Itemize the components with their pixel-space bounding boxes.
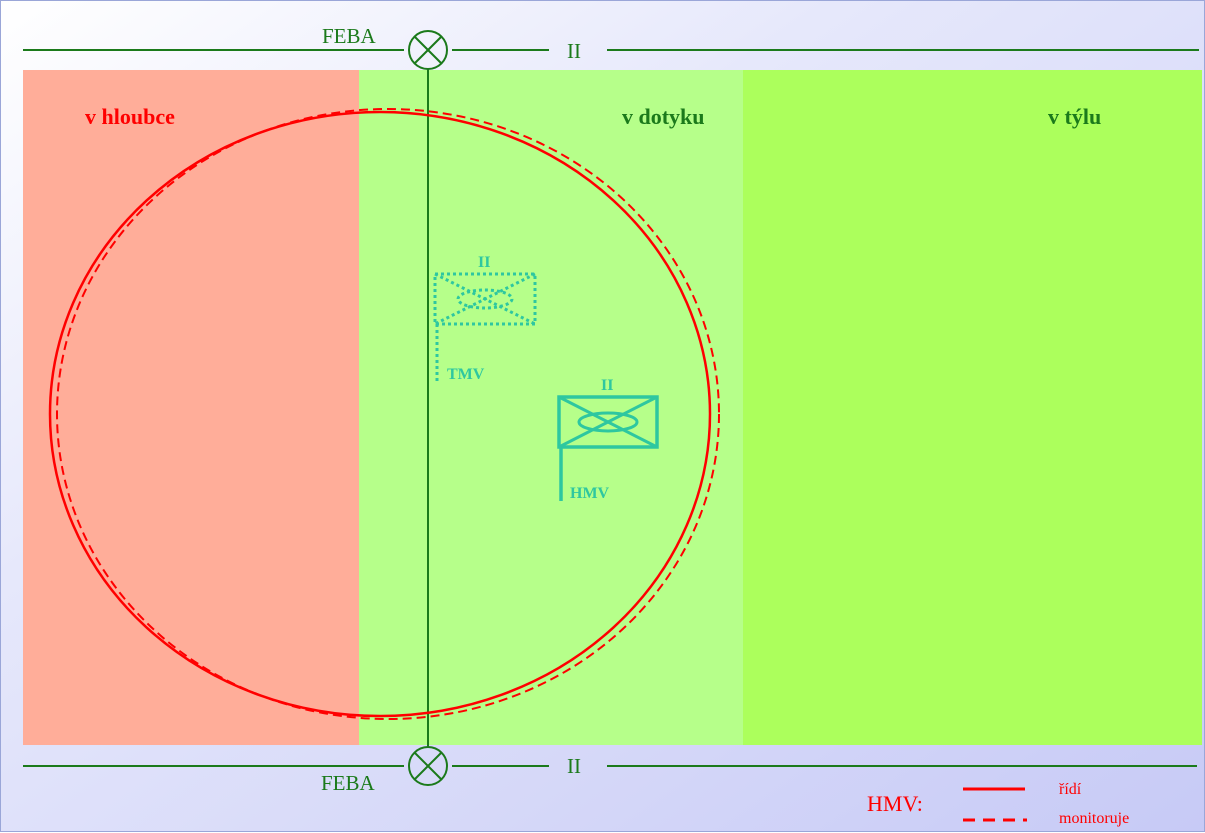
hmv-unit-symbol [557, 395, 659, 501]
top-echelon-label: II [567, 39, 581, 63]
hmv-echelon-label: II [601, 377, 613, 394]
zone-deep-label: v hloubce [85, 104, 175, 129]
top-feba-label: FEBA [322, 24, 377, 48]
legend-title: HMV: [867, 791, 923, 816]
bottom-feba-label: FEBA [321, 771, 376, 795]
zone-rear [743, 70, 1202, 745]
bottom-boundary-point-icon [408, 746, 448, 786]
zone-contact-label: v dotyku [622, 104, 705, 129]
zone-deep [23, 70, 359, 745]
bottom-echelon-label: II [567, 754, 581, 778]
legend-dashed-label: monitoruje [1059, 810, 1129, 827]
tmv-unit-symbol [433, 272, 537, 381]
hmv-unit-label: HMV [570, 485, 610, 502]
monitoring-area-circle [56, 108, 720, 720]
control-area-circle [48, 110, 712, 718]
zone-rear-label: v týlu [1048, 104, 1101, 129]
legend: HMV: řídí monitoruje [867, 781, 1129, 827]
tmv-unit-label: TMV [447, 366, 485, 383]
top-boundary-point-icon [408, 30, 448, 70]
tmv-echelon-label: II [478, 254, 490, 271]
zone-contact [359, 70, 743, 745]
legend-solid-label: řídí [1059, 781, 1082, 798]
